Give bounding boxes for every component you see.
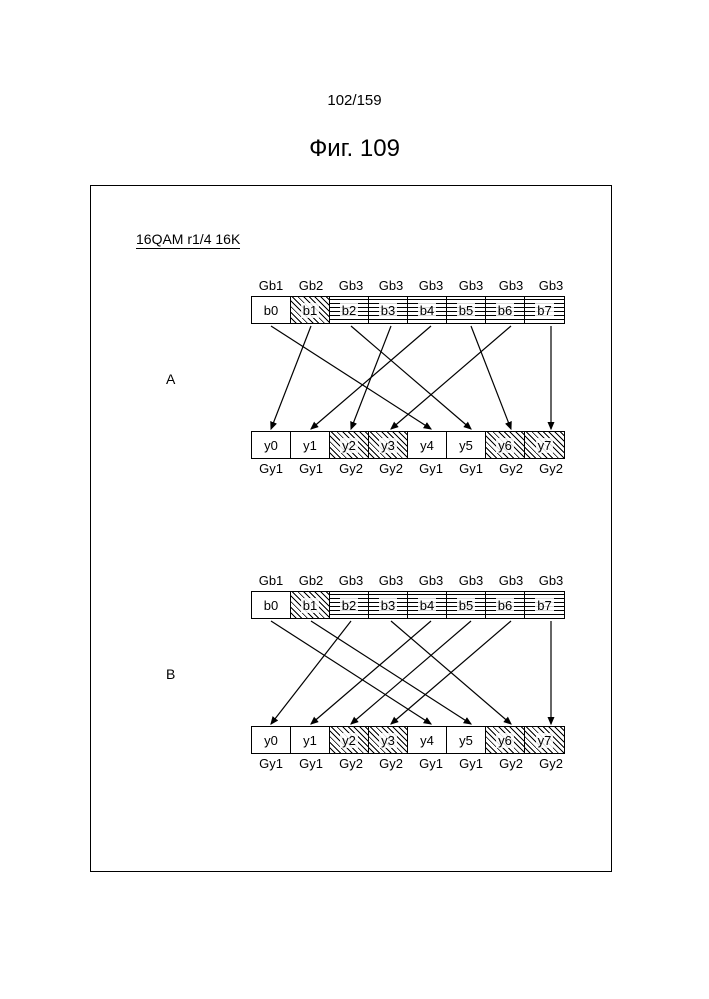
cell-label: y7 <box>536 438 554 453</box>
cell-label: y4 <box>418 733 436 748</box>
cell-label: b7 <box>535 303 553 318</box>
cell-label: b3 <box>379 303 397 318</box>
cell-label: y1 <box>301 733 319 748</box>
cell-label: y2 <box>340 733 358 748</box>
cell-label: b4 <box>418 598 436 613</box>
cell-label: y3 <box>379 733 397 748</box>
mapping-arrow <box>271 621 351 724</box>
cell-label: y3 <box>379 438 397 453</box>
cell-label: y1 <box>301 438 319 453</box>
cell-label: y6 <box>496 733 514 748</box>
cell-label: b2 <box>340 598 358 613</box>
cell-label: b7 <box>535 598 553 613</box>
cell-label: b4 <box>418 303 436 318</box>
cell-label: b1 <box>301 598 319 613</box>
page-number: 102/159 <box>0 92 709 109</box>
cell-label: b1 <box>301 303 319 318</box>
cell-label: y6 <box>496 438 514 453</box>
figure-frame: 16QAM r1/4 16K AGb1Gb2Gb3Gb3Gb3Gb3Gb3Gb3… <box>90 185 612 872</box>
mapping-arrow <box>311 621 431 724</box>
cell-label: b6 <box>496 598 514 613</box>
cell-label: y5 <box>457 438 475 453</box>
cell-label: y0 <box>262 733 280 748</box>
cell-label: b0 <box>262 303 280 318</box>
page: 102/159 Фиг. 109 16QAM r1/4 16K AGb1Gb2G… <box>0 0 709 999</box>
cell-label: y7 <box>536 733 554 748</box>
figure-title: Фиг. 109 <box>0 135 709 163</box>
b <box>91 186 611 886</box>
cell-label: b0 <box>262 598 280 613</box>
mapping-arrow <box>311 621 471 724</box>
mapping-arrow <box>271 621 431 724</box>
mapping-arrow <box>351 621 471 724</box>
cell-label: b6 <box>496 303 514 318</box>
cell-label: y4 <box>418 438 436 453</box>
cell-label: b5 <box>457 303 475 318</box>
cell-label: b3 <box>379 598 397 613</box>
cell-label: y0 <box>262 438 280 453</box>
cell-label: b2 <box>340 303 358 318</box>
cell-label: y5 <box>457 733 475 748</box>
cell-label: y2 <box>340 438 358 453</box>
cell-label: b5 <box>457 598 475 613</box>
